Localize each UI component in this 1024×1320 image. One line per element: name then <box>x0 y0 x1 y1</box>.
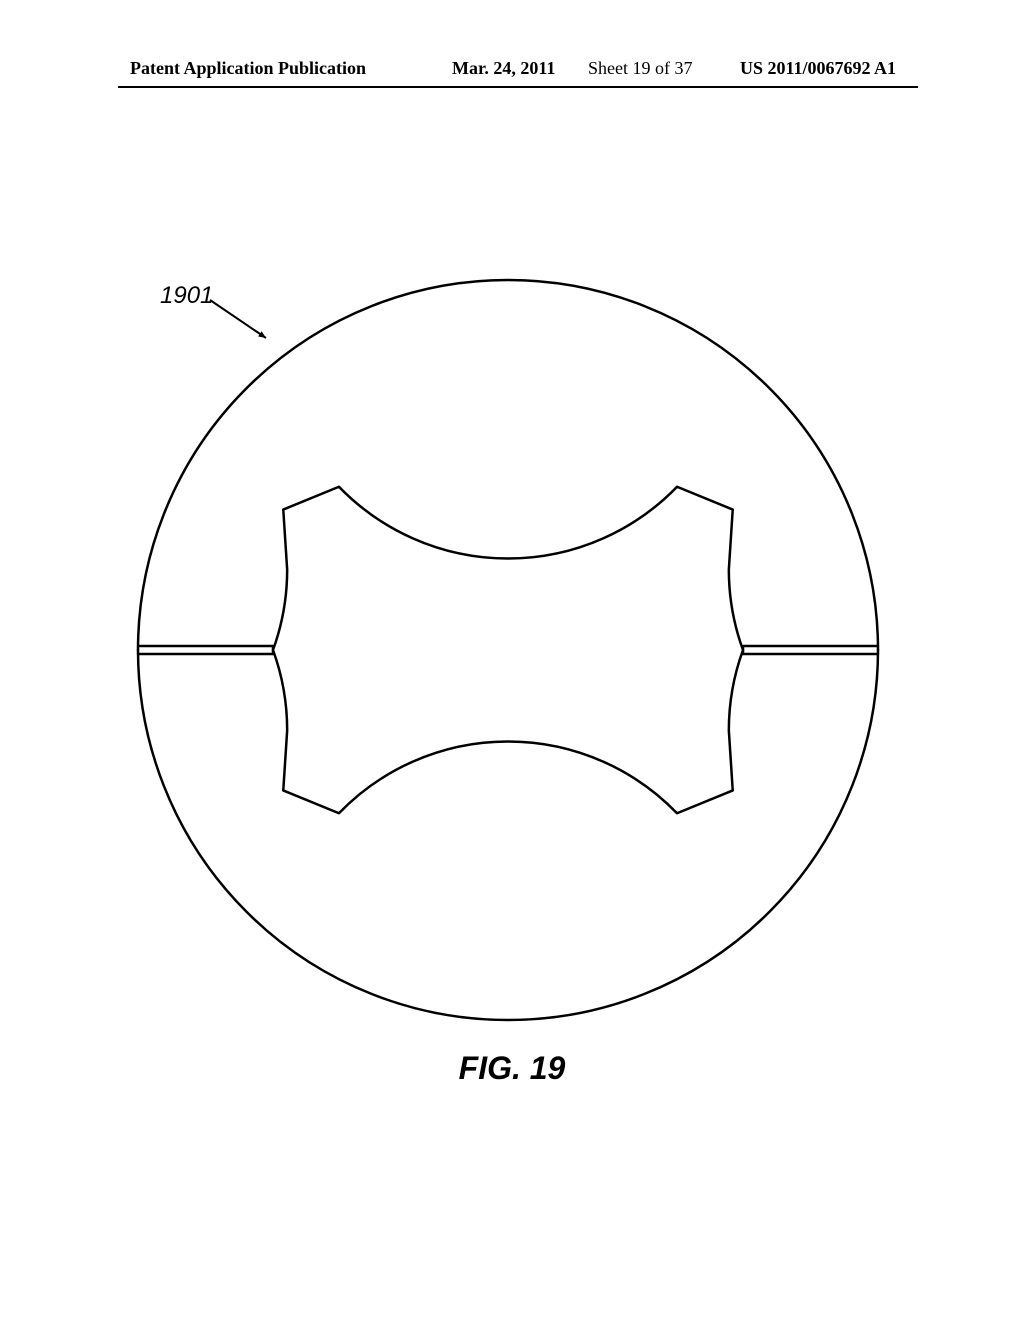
reference-label-1901: 1901 <box>160 282 213 310</box>
leader-line-1901 <box>210 300 266 338</box>
ring-top-half <box>138 280 878 813</box>
figure-svg <box>0 0 1024 1320</box>
ring-bottom-half <box>138 487 878 1020</box>
figure-19: 1901 <box>0 0 1024 1320</box>
figure-caption: FIG. 19 <box>0 1050 1024 1087</box>
